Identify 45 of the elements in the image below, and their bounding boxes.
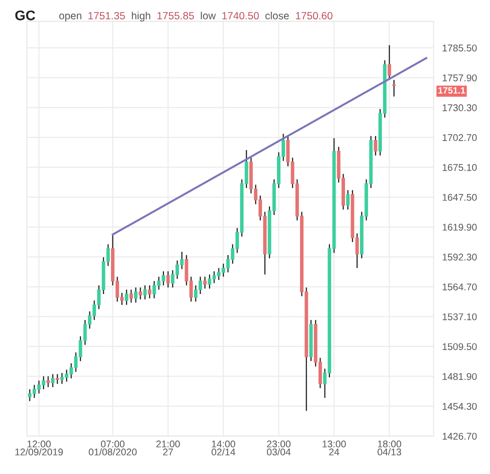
y-tick-label: 1564.70: [442, 283, 477, 290]
x-tick-label: 23:00 03/04: [266, 440, 291, 456]
y-tick-label: 1730.30: [442, 104, 477, 112]
y-tick-label: 1647.50: [442, 194, 477, 201]
candlestick: [374, 135, 378, 156]
candlestick: [138, 286, 142, 300]
annotation: high: [132, 12, 150, 22]
text: 1740.50: [222, 12, 259, 20]
y-tick-label: 1785.50: [442, 44, 477, 52]
candlestick: [166, 270, 170, 288]
y-tick-label: 1537.10: [442, 313, 477, 320]
candlestick: [134, 286, 138, 304]
y-tick-label: 1426.70: [442, 432, 477, 440]
candlestick: [203, 276, 207, 290]
y-tick-label: 1702.70: [442, 134, 477, 142]
candlestick: [56, 374, 60, 384]
chart-title: GC: [15, 10, 36, 20]
text: 1751.1: [438, 87, 466, 94]
x-tick-label: 12:00 12/09/2019: [15, 440, 63, 456]
x-tick-label: 07:00 01/08/2020: [88, 440, 137, 456]
y-tick-label: 1619.90: [442, 224, 477, 231]
y-tick-label: 1454.30: [442, 402, 477, 410]
text: 1755.85: [157, 12, 194, 20]
candlestick: [148, 284, 152, 299]
candlestick: [392, 79, 396, 98]
candlestick: [129, 289, 133, 304]
x-tick-label: 21:00 27: [156, 440, 180, 456]
candlestick: [388, 44, 392, 80]
y-tick-label: 1481.90: [442, 373, 477, 380]
candlestick: [124, 289, 128, 306]
text: 1751.35: [88, 12, 125, 20]
candlestick: [346, 190, 350, 210]
y-tick-label: 1592.30: [442, 254, 477, 261]
y-tick-label: 1757.90: [442, 74, 477, 82]
x-tick-label: 13:00 24: [322, 440, 346, 456]
text: low: [200, 12, 216, 20]
candlestick: [46, 376, 50, 388]
x-tick-label: 14:00 02/14: [212, 440, 236, 456]
text: close: [265, 12, 289, 20]
y-tick-label: 1509.50: [442, 343, 477, 350]
x-tick-label: 18:00 04/13: [378, 440, 402, 456]
y-tick-label: 1675.10: [442, 164, 477, 171]
candlestick: [51, 374, 55, 388]
text: 1750.60: [296, 12, 332, 20]
annotation: open: [59, 14, 82, 22]
